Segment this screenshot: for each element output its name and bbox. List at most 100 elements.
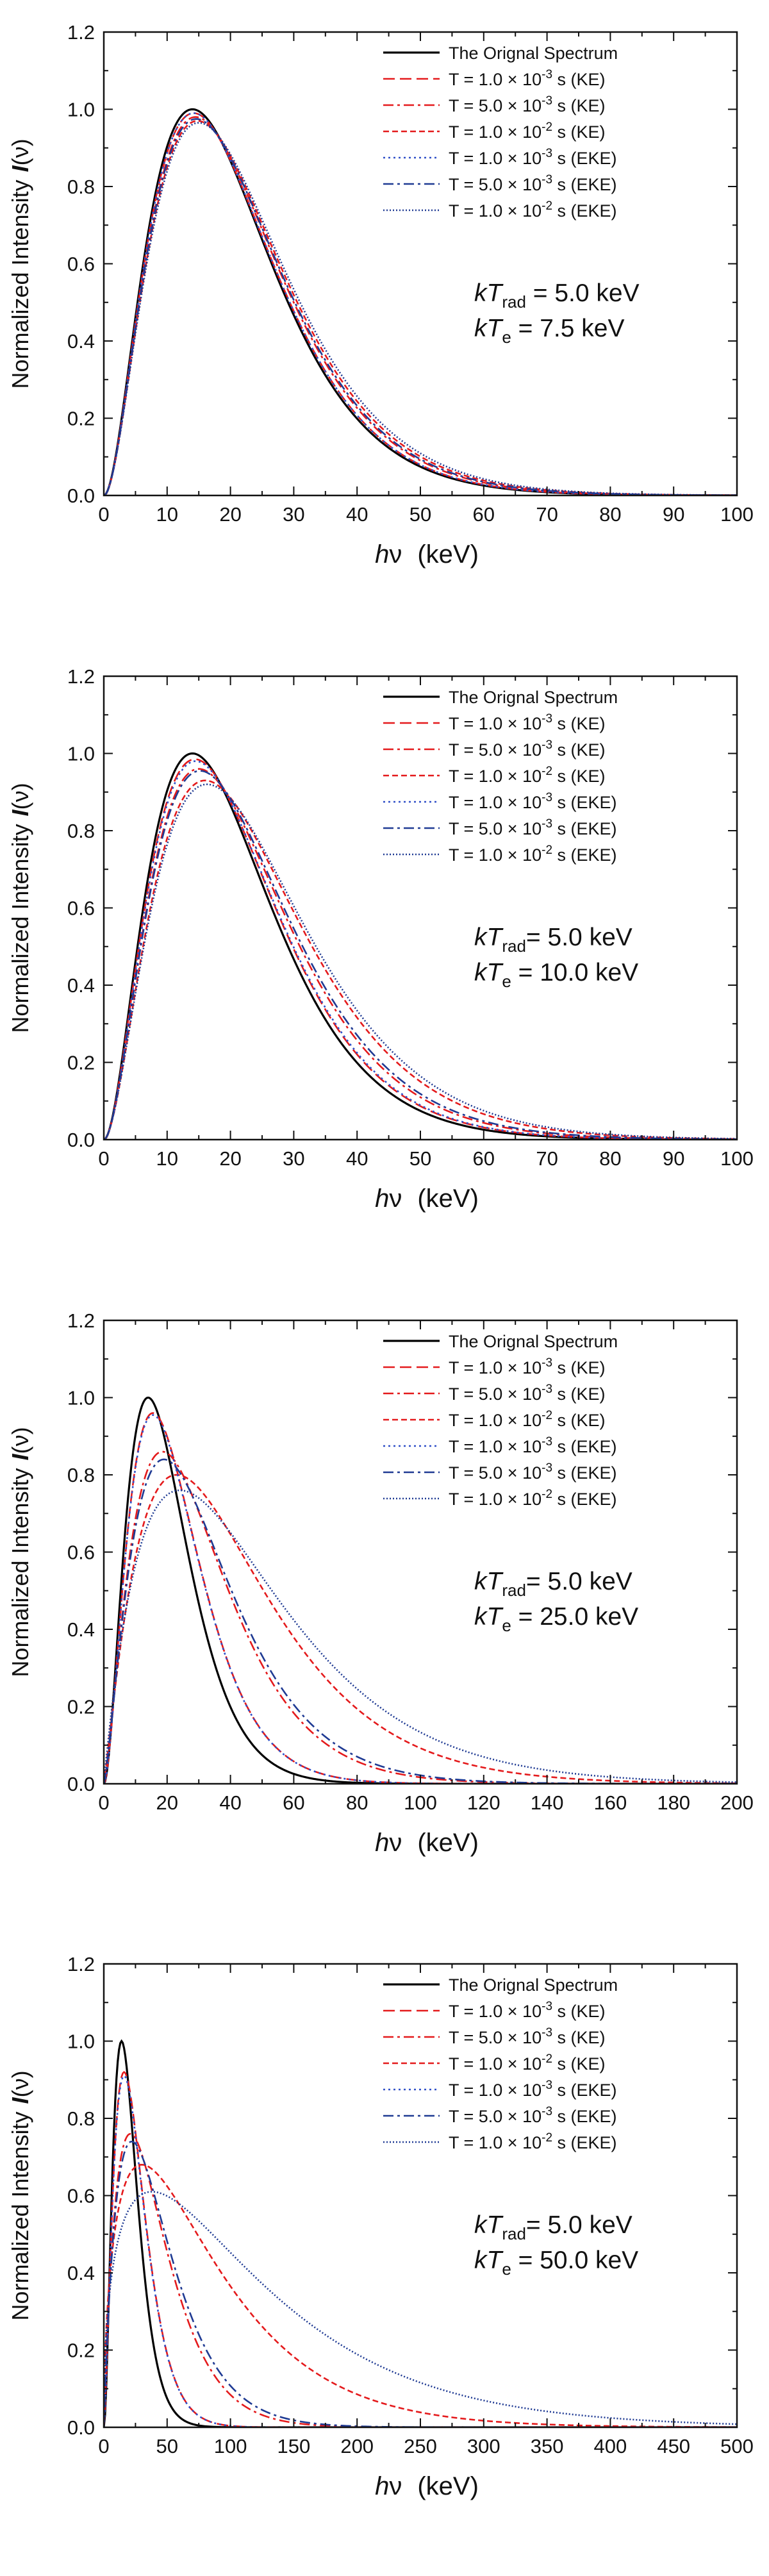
x-tick-label: 50	[409, 503, 431, 526]
x-tick-label: 60	[283, 1791, 304, 1814]
x-tick-label: 70	[536, 1147, 558, 1170]
legend-label: T = 1.0 × 10-2 s (EKE)	[449, 2131, 617, 2152]
x-tick-label: 50	[409, 1147, 431, 1170]
x-tick-label: 120	[467, 1791, 500, 1814]
series-line-2	[104, 2071, 737, 2428]
x-tick-label: 80	[599, 503, 621, 526]
annotation-line-2: kTe = 25.0 keV	[474, 1603, 638, 1635]
x-tick-label: 20	[219, 1147, 241, 1170]
x-tick-label: 0	[98, 1791, 109, 1814]
legend-label: T = 1.0 × 10-3 s (KE)	[449, 1356, 606, 1377]
y-axis-label: Normalized IntensityI(ν)	[7, 1427, 33, 1677]
y-tick-label: 0.8	[67, 176, 95, 198]
legend-label: T = 1.0 × 10-2 s (KE)	[449, 2052, 606, 2073]
x-tick-label: 30	[283, 503, 304, 526]
x-tick-label: 0	[98, 1147, 109, 1170]
series-line-3	[104, 1450, 737, 1784]
annotation-line-2: kTe = 50.0 keV	[474, 2247, 638, 2279]
series-line-6	[104, 1458, 737, 1784]
x-tick-label: 160	[594, 1791, 627, 1814]
legend-label: T = 1.0 × 10-3 s (KE)	[449, 712, 606, 733]
series-group	[104, 108, 737, 495]
y-tick-label: 1.0	[67, 1386, 95, 1409]
y-tick-label: 0.0	[67, 1773, 95, 1795]
legend-label: T = 1.0 × 10-2 s (EKE)	[449, 199, 617, 220]
x-tick-label: 40	[219, 1791, 241, 1814]
y-tick-label: 1.0	[67, 99, 95, 121]
series-line-5	[104, 2075, 737, 2428]
chart-svg: 0 10 20 30 40 50 60 70 80 90 100 0.0 0.2 0.4 0.6 0.8 1.0…	[7, 665, 754, 1213]
plot-frame	[103, 31, 738, 497]
x-tick-label: 0	[98, 2435, 109, 2457]
y-tick-label: 0.4	[67, 974, 95, 997]
x-tick-label: 200	[340, 2435, 374, 2457]
y-tick-label: 0.4	[67, 330, 95, 353]
x-axis-label: hν (keV)	[375, 1829, 479, 1857]
legend-label: T = 5.0 × 10-3 s (KE)	[449, 2026, 606, 2047]
x-tick-label: 140	[531, 1791, 564, 1814]
x-tick-label: 200	[720, 1791, 754, 1814]
series-line-6	[104, 770, 737, 1140]
legend-label: T = 1.0 × 10-2 s (KE)	[449, 120, 606, 142]
x-tick-label: 180	[657, 1791, 690, 1814]
chart-panel-4: 0 50 100 150 200 250 300 350 400 450 500 0.0 0.2 0.4 0…	[0, 1932, 769, 2576]
legend-label: T = 1.0 × 10-3 s (EKE)	[449, 1435, 617, 1456]
chart-panel-3: 0 20 40 60 80 100 120 140 160 180 200 0.0 0.2 0.4 0.6 0…	[0, 1288, 769, 1932]
legend-label: T = 5.0 × 10-3 s (KE)	[449, 738, 606, 760]
x-axis-label: hν (keV)	[375, 1184, 479, 1213]
y-tick-label: 0.6	[67, 2185, 95, 2207]
y-tick-label: 0.6	[67, 897, 95, 919]
series-line-6	[104, 118, 737, 495]
x-axis-label: hν (keV)	[375, 540, 479, 569]
y-tick-label: 0.2	[67, 408, 95, 430]
series-line-1	[104, 108, 737, 495]
x-tick-label: 350	[531, 2435, 564, 2457]
annotation-line-1: kTrad = 5.0 keV	[474, 279, 640, 312]
series-line-2	[104, 1411, 737, 1784]
y-axis-label: Normalized IntensityI(ν)	[7, 138, 33, 388]
x-tick-label: 10	[156, 1147, 178, 1170]
y-tick-label: 1.0	[67, 2031, 95, 2053]
series-line-4	[104, 779, 737, 1140]
series-line-4	[104, 120, 737, 495]
y-tick-label: 0.6	[67, 253, 95, 276]
legend-label: T = 1.0 × 10-3 s (EKE)	[449, 2079, 617, 2100]
series-line-5	[104, 112, 737, 495]
y-axis-label: Normalized IntensityI(ν)	[7, 2071, 33, 2321]
series-line-5	[104, 760, 737, 1140]
legend-label: T = 5.0 × 10-3 s (KE)	[449, 1383, 606, 1404]
series-line-4	[104, 1474, 737, 1784]
legend-label: T = 1.0 × 10-2 s (KE)	[449, 765, 606, 786]
legend-label: T = 1.0 × 10-2 s (EKE)	[449, 1488, 617, 1509]
x-tick-label: 80	[346, 1791, 368, 1814]
legend-label: T = 1.0 × 10-3 s (EKE)	[449, 147, 617, 168]
chart-svg: 0 20 40 60 80 100 120 140 160 180 200 0.0 0.2 0.4 0.6 0…	[7, 1309, 754, 1857]
x-tick-label: 500	[720, 2435, 754, 2457]
legend-label: T = 5.0 × 10-3 s (EKE)	[449, 173, 617, 194]
x-tick-label: 0	[98, 503, 109, 526]
x-tick-label: 300	[467, 2435, 500, 2457]
x-tick-label: 90	[663, 503, 684, 526]
x-tick-label: 100	[214, 2435, 247, 2457]
x-tick-label: 10	[156, 503, 178, 526]
series-line-1	[104, 1396, 737, 1784]
x-tick-label: 40	[346, 1147, 368, 1170]
legend-label: T = 5.0 × 10-3 s (EKE)	[449, 2105, 617, 2126]
legend-label: T = 5.0 × 10-3 s (EKE)	[449, 817, 617, 838]
plot-frame	[103, 1319, 738, 1784]
x-tick-label: 50	[156, 2435, 178, 2457]
x-axis-label: hν (keV)	[375, 2472, 479, 2500]
legend-label: T = 1.0 × 10-3 s (KE)	[449, 68, 606, 89]
legend-label: T = 1.0 × 10-3 s (KE)	[449, 2000, 606, 2021]
plot-frame	[103, 675, 738, 1140]
x-tick-label: 100	[720, 503, 754, 526]
y-tick-label: 0.8	[67, 2107, 95, 2130]
x-tick-label: 30	[283, 1147, 304, 1170]
chart-svg: 0 10 20 30 40 50 60 70 80 90 100 0.0 0.2 0.4 0.6 0.8 1.0…	[7, 21, 754, 569]
legend-label: The Orignal Spectrum	[449, 1975, 618, 1995]
y-tick-label: 0.2	[67, 2339, 95, 2362]
x-tick-label: 40	[346, 503, 368, 526]
legend-label: T = 1.0 × 10-2 s (KE)	[449, 1409, 606, 1430]
legend-label: The Orignal Spectrum	[449, 1332, 618, 1351]
series-line-6	[104, 2141, 737, 2428]
